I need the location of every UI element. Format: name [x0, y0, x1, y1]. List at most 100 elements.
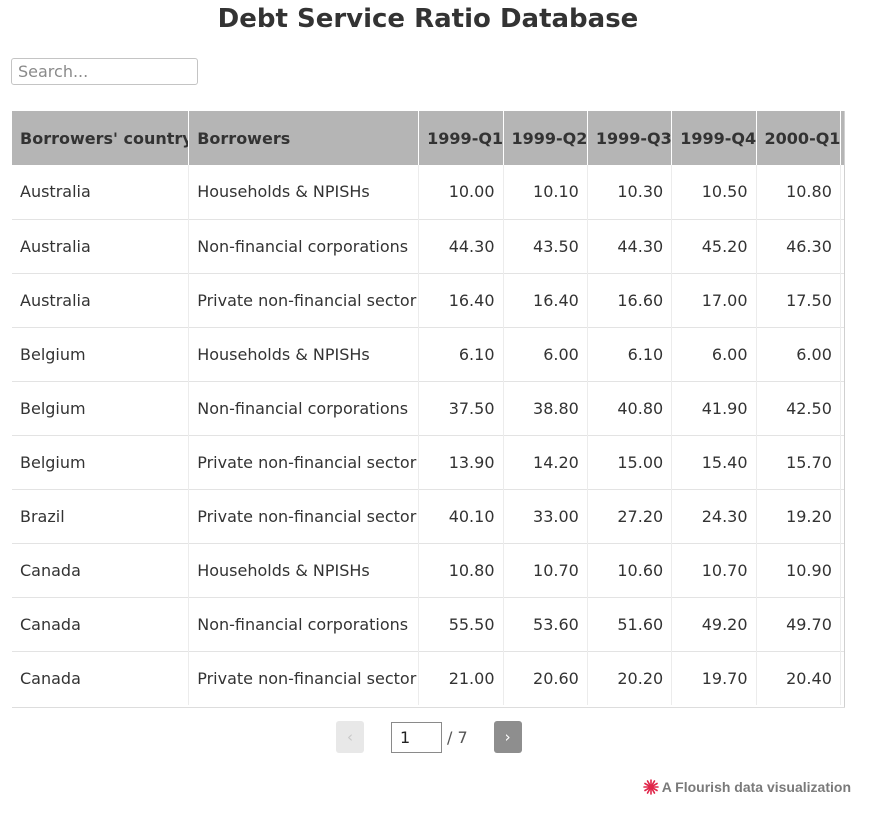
data-table-container[interactable]: Borrowers' country Borrowers 1999-Q1 1999-Q… [12, 111, 845, 708]
table-row: Belgium Private non-financial sector 13.90… [12, 434, 845, 489]
table-cell-overflow [840, 165, 845, 219]
table-cell: 20.40 [756, 650, 841, 705]
table-cell: 53.60 [503, 596, 588, 651]
table-cell: 10.80 [756, 165, 841, 219]
table-cell: 21.00 [418, 650, 504, 705]
column-header[interactable]: 1999-Q3 [587, 111, 673, 165]
table-cell: 10.70 [503, 542, 588, 597]
table-cell: 10.10 [503, 165, 588, 219]
page-title: Debt Service Ratio Database [217, 4, 639, 34]
header-row: Borrowers' country Borrowers 1999-Q1 1999-Q… [12, 111, 845, 165]
table-cell: 46.30 [756, 218, 841, 273]
table-row: Australia Households & NPISHs 10.00 10.10 10… [12, 165, 845, 219]
flourish-logo-icon [642, 779, 659, 795]
previous-page-button[interactable]: ‹ [336, 721, 364, 753]
table-row: Belgium Households & NPISHs 6.10 6.00 6.10 6.… [12, 326, 845, 381]
table-cell: Australia [12, 218, 190, 273]
column-header[interactable]: 1999-Q4 [671, 111, 757, 165]
table-cell: 15.00 [587, 434, 673, 489]
pagination: ‹ / 7 › [336, 721, 522, 753]
table-cell: 44.30 [418, 218, 504, 273]
column-header[interactable]: 2000-Q1 [756, 111, 841, 165]
table-cell: 55.50 [418, 596, 504, 651]
next-page-button[interactable]: › [493, 721, 522, 753]
table-cell: 16.40 [418, 272, 504, 327]
table-cell: Non-financial corporations [188, 380, 420, 435]
table-cell: Belgium [12, 326, 190, 381]
table-row: Australia Private non-financial sector 16.… [12, 272, 845, 327]
table-cell: Private non-financial sector [188, 488, 420, 543]
table-cell: 41.90 [671, 380, 757, 435]
column-header[interactable]: Borrowers' country [12, 111, 190, 165]
table-cell: 51.60 [587, 596, 673, 651]
table-cell: 27.20 [587, 488, 673, 543]
table-body: Australia Households & NPISHs 10.00 10.10 10… [12, 165, 845, 705]
table-cell-overflow [840, 218, 845, 273]
table-cell: 10.30 [587, 165, 673, 219]
table-cell: 43.50 [503, 218, 588, 273]
page-number-input[interactable] [391, 721, 442, 753]
table-row: Belgium Non-financial corporations 37.50 38… [12, 380, 845, 435]
table-cell: 49.70 [756, 596, 841, 651]
table-cell: 24.30 [671, 488, 757, 543]
table-cell: 40.10 [418, 488, 504, 543]
table-cell-overflow [840, 326, 845, 381]
table-cell-overflow [840, 380, 845, 435]
column-header[interactable]: 1999-Q1 [418, 111, 504, 165]
data-table: Borrowers' country Borrowers 1999-Q1 1999-Q… [12, 111, 845, 705]
table-row: Canada Non-financial corporations 55.50 53.… [12, 596, 845, 651]
table-cell: 45.20 [671, 218, 757, 273]
table-cell: Non-financial corporations [188, 218, 420, 273]
table-cell: 17.00 [671, 272, 757, 327]
table-cell: 10.90 [756, 542, 841, 597]
table-cell: Private non-financial sector [188, 650, 420, 705]
table-cell-overflow [840, 542, 845, 597]
column-header[interactable]: Borrowers [188, 111, 420, 165]
table-cell: 15.70 [756, 434, 841, 489]
table-cell: Australia [12, 272, 190, 327]
table-cell: 40.80 [587, 380, 673, 435]
page-total-label: / 7 [447, 727, 468, 747]
table-cell: Non-financial corporations [188, 596, 420, 651]
table-cell: Private non-financial sector [188, 434, 420, 489]
table-cell: 6.10 [418, 326, 504, 381]
table-cell: 10.00 [418, 165, 504, 219]
table-cell: 38.80 [503, 380, 588, 435]
table-cell: Canada [12, 650, 190, 705]
table-cell: 10.60 [587, 542, 673, 597]
table-cell: 16.60 [587, 272, 673, 327]
table-cell: 6.00 [671, 326, 757, 381]
table-cell: Brazil [12, 488, 190, 543]
flourish-credit-link[interactable]: A Flourish data visualization [642, 779, 851, 795]
table-cell: 37.50 [418, 380, 504, 435]
table-cell: 16.40 [503, 272, 588, 327]
search-input[interactable] [11, 58, 198, 85]
table-cell: 17.50 [756, 272, 841, 327]
table-cell: 19.70 [671, 650, 757, 705]
table-cell: Households & NPISHs [188, 326, 420, 381]
table-row: Australia Non-financial corporations 44.30… [12, 218, 845, 273]
table-cell: Canada [12, 596, 190, 651]
table-cell: Households & NPISHs [188, 165, 420, 219]
table-cell: 13.90 [418, 434, 504, 489]
table-cell: Australia [12, 165, 190, 219]
table-cell: 20.20 [587, 650, 673, 705]
table-cell: Canada [12, 542, 190, 597]
chevron-right-icon: › [504, 728, 511, 746]
table-cell: 14.20 [503, 434, 588, 489]
table-cell: 6.00 [503, 326, 588, 381]
table-cell: 44.30 [587, 218, 673, 273]
table-cell: 6.10 [587, 326, 673, 381]
table-cell-overflow [840, 596, 845, 651]
table-cell: Belgium [12, 434, 190, 489]
column-header[interactable]: 1999-Q2 [503, 111, 588, 165]
table-cell: 19.20 [756, 488, 841, 543]
table-cell: 10.80 [418, 542, 504, 597]
table-cell: 10.50 [671, 165, 757, 219]
table-cell-overflow [840, 650, 845, 705]
table-cell: 49.20 [671, 596, 757, 651]
table-cell: Households & NPISHs [188, 542, 420, 597]
table-cell: Private non-financial sector [188, 272, 420, 327]
table-cell: 6.00 [756, 326, 841, 381]
table-cell-overflow [840, 434, 845, 489]
